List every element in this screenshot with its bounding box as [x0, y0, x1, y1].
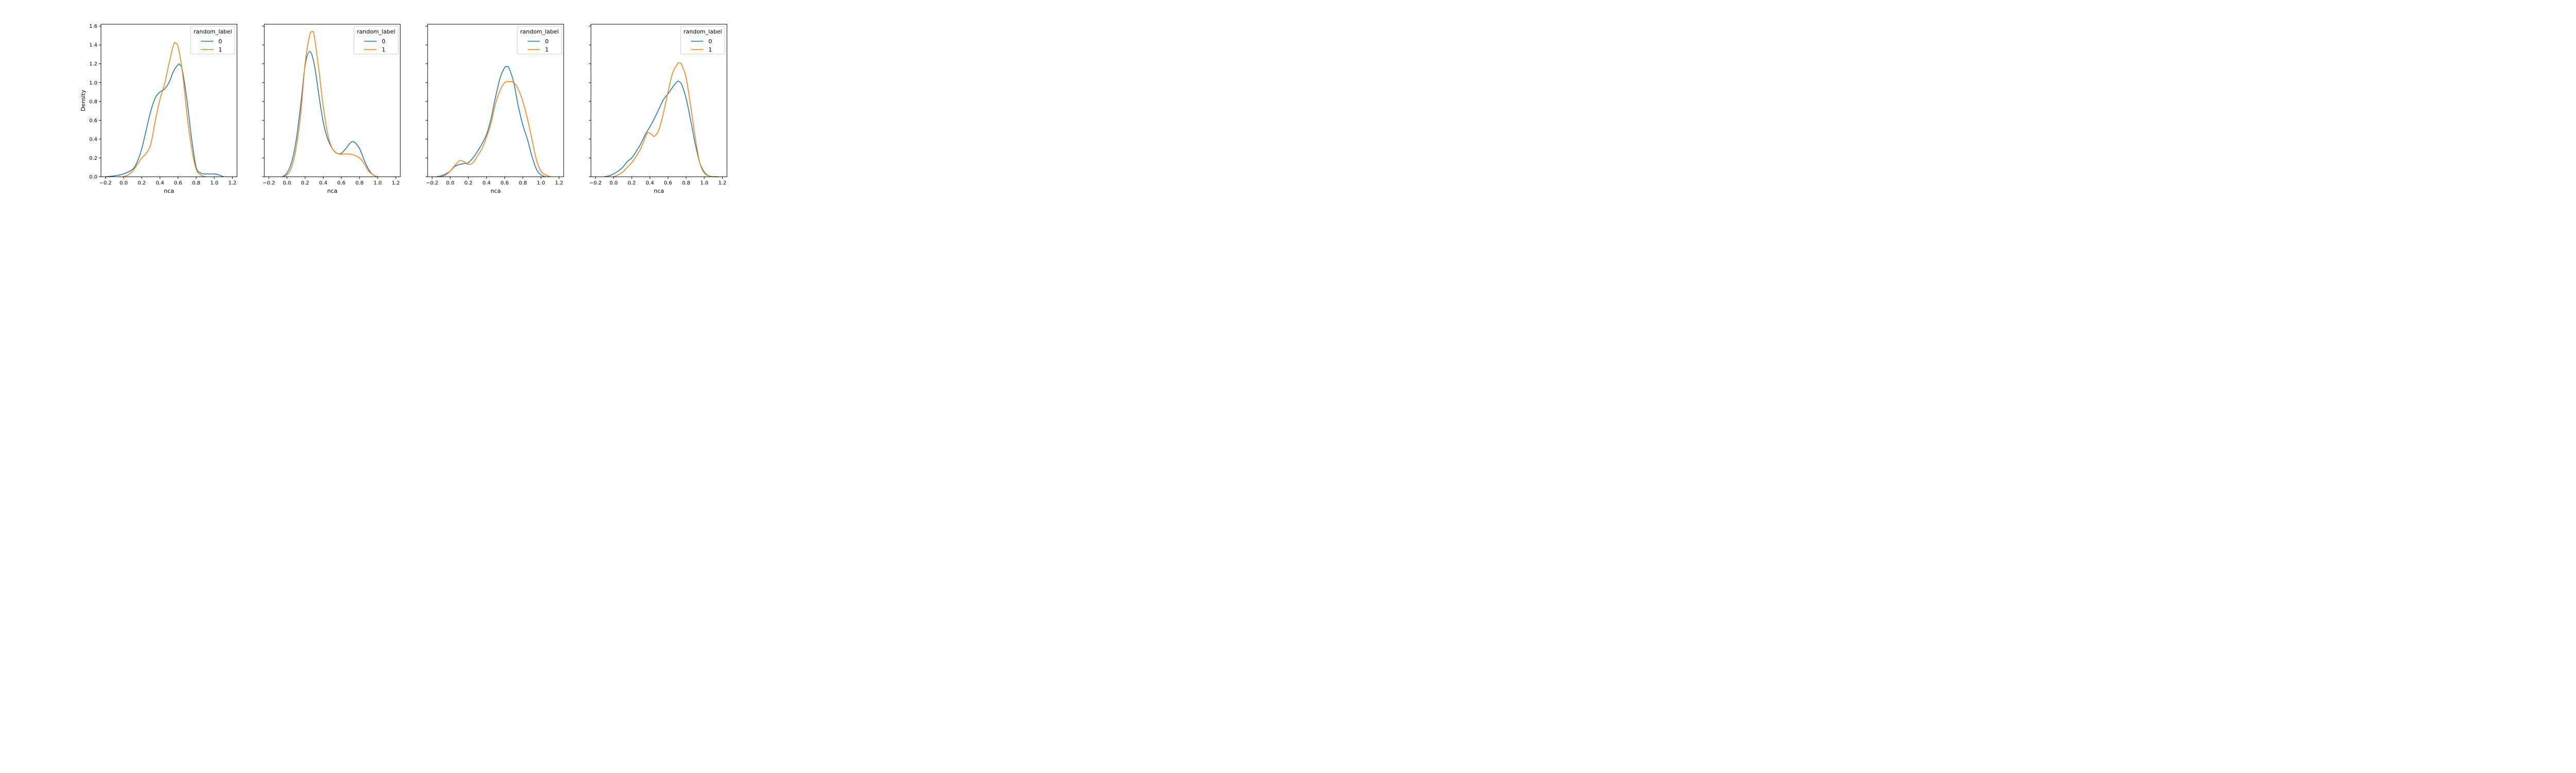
x-tick-label: 1.0: [700, 180, 708, 186]
x-tick-label: 0.2: [628, 180, 636, 186]
series-1-line-panel-3: [440, 81, 551, 177]
x-tick-label: 0.6: [664, 180, 672, 186]
x-tick-label: 0.8: [682, 180, 690, 186]
series-0-line-panel-2: [282, 51, 378, 177]
y-tick-label: 0.2: [89, 156, 97, 161]
legend-label-0: 0: [708, 38, 712, 45]
y-tick-label: 0.4: [89, 137, 97, 142]
x-tick-label: 1.2: [392, 180, 400, 186]
series-0-line-panel-4: [604, 80, 719, 177]
x-axis-label: nca: [490, 188, 501, 194]
x-tick-label: 0.8: [519, 180, 527, 186]
legend: random_label 01: [680, 26, 725, 55]
x-axis-label: nca: [164, 188, 174, 194]
legend: random_label 01: [353, 26, 399, 55]
x-axis-label: nca: [327, 188, 337, 194]
x-tick-label: 0.0: [446, 180, 454, 186]
legend-title: random_label: [194, 28, 232, 35]
series-1-line-panel-1: [123, 42, 206, 177]
legend-box: [190, 26, 235, 55]
x-tick-label: 0.4: [319, 180, 327, 186]
x-tick-label: 0.4: [156, 180, 164, 186]
y-tick-label: 1.0: [89, 80, 97, 86]
x-tick-label: 0.6: [501, 180, 509, 186]
y-tick-label: 1.2: [89, 61, 97, 67]
legend-title: random_label: [357, 28, 396, 35]
plot-frame: [427, 24, 564, 177]
legend-box: [353, 26, 399, 55]
y-axis-label: Density: [80, 90, 87, 111]
series-1-line-panel-2: [282, 31, 378, 177]
x-tick-label: 0.2: [301, 180, 309, 186]
legend-title: random_label: [520, 28, 559, 35]
legend-box: [680, 26, 725, 55]
x-tick-label: 0.8: [192, 180, 200, 186]
x-tick-label: 1.0: [374, 180, 382, 186]
legend-box: [517, 26, 562, 55]
x-tick-label: −0.2: [263, 180, 275, 186]
legend-label-0: 0: [545, 38, 549, 45]
y-tick-label: 1.6: [89, 24, 97, 29]
x-tick-label: 0.0: [120, 180, 128, 186]
x-tick-label: 0.6: [174, 180, 182, 186]
legend: random_label 01: [190, 26, 235, 55]
x-tick-label: 1.2: [228, 180, 236, 186]
y-tick-label: 0.0: [89, 175, 97, 180]
x-tick-label: 0.4: [482, 180, 490, 186]
legend-title: random_label: [684, 28, 722, 35]
legend-label-1: 1: [382, 46, 385, 53]
x-tick-label: 1.2: [555, 180, 563, 186]
plot-frame: [264, 24, 401, 177]
chart-panel-1: −0.2 0.0 0.2 0.4 0.6 0.8 1.0 1.20.00.20.40.60.8…: [80, 24, 238, 194]
y-tick-label: 0.8: [89, 99, 97, 105]
legend-label-1: 1: [545, 46, 549, 53]
x-tick-label: −0.2: [426, 180, 438, 186]
figure: −0.2 0.0 0.2 0.4 0.6 0.8 1.0 1.20.00.20.40.60.8…: [80, 24, 727, 194]
chart-panel-3: −0.2 0.0 0.2 0.4 0.6 0.8 1.0 1.2 nca random_label…: [426, 24, 564, 194]
legend-label-1: 1: [218, 46, 222, 53]
x-tick-label: 0.2: [464, 180, 472, 186]
legend-label-0: 0: [218, 38, 222, 45]
x-tick-label: 1.0: [210, 180, 218, 186]
x-tick-label: 1.0: [537, 180, 545, 186]
x-tick-label: 0.6: [337, 180, 346, 186]
series-0-line-panel-3: [436, 65, 546, 177]
legend-label-1: 1: [708, 46, 712, 53]
x-axis-label: nca: [654, 188, 664, 194]
x-tick-label: 0.2: [138, 180, 146, 186]
plot-frame: [590, 24, 727, 177]
x-tick-label: 0.8: [355, 180, 364, 186]
legend-label-0: 0: [382, 38, 385, 45]
x-tick-label: 1.2: [718, 180, 726, 186]
series-0-line-panel-1: [105, 63, 224, 177]
series-1-line-panel-4: [613, 62, 714, 177]
legend: random_label 01: [517, 26, 562, 55]
x-tick-label: 0.0: [609, 180, 618, 186]
y-tick-label: 1.4: [89, 43, 97, 48]
plot-frame: [100, 24, 238, 177]
x-tick-label: −0.2: [99, 180, 112, 186]
y-tick-label: 0.6: [89, 118, 97, 124]
x-tick-label: 0.0: [283, 180, 291, 186]
x-tick-label: 0.4: [646, 180, 654, 186]
x-tick-label: −0.2: [589, 180, 602, 186]
chart-panel-2: −0.2 0.0 0.2 0.4 0.6 0.8 1.0 1.2 nca random_label…: [262, 24, 401, 194]
chart-panel-4: −0.2 0.0 0.2 0.4 0.6 0.8 1.0 1.2 nca random_label…: [589, 24, 727, 194]
